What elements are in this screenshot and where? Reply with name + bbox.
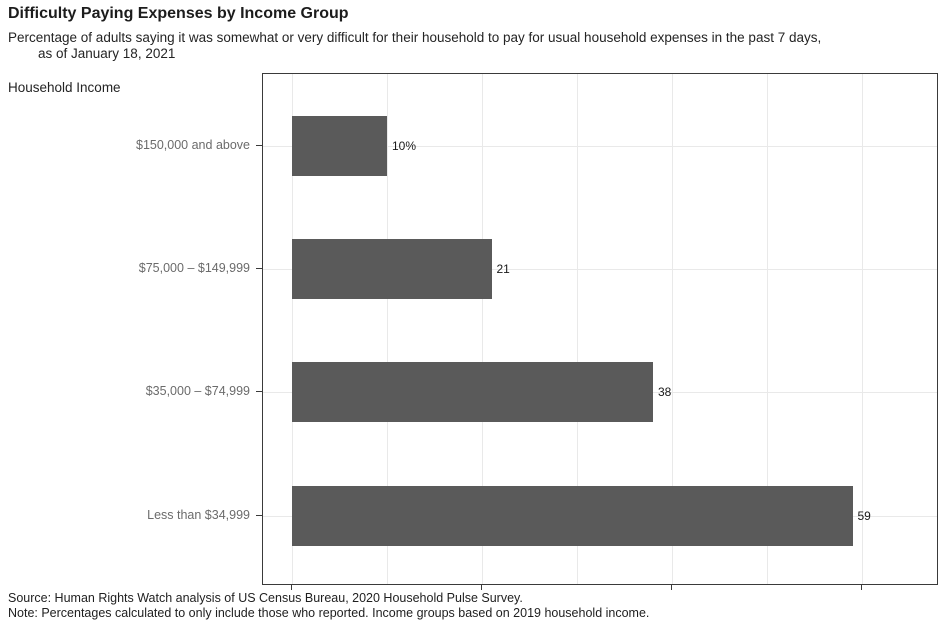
y-gridline [263,145,937,147]
bar-value-label: 59 [857,508,871,523]
category-tick-label: Less than $34,999 [147,507,250,522]
chart-subtitle-line-2: as of January 18, 2021 [38,46,176,61]
x-gridline [862,74,863,584]
bar-value-label: 10% [392,138,417,153]
y-axis-tick [256,514,262,516]
category-tick-label: $150,000 and above [136,137,250,152]
x-gridline [482,74,483,584]
y-axis-tick [256,391,262,392]
category-tick-label: $35,000 – $74,999 [145,384,250,398]
chart-subtitle-line-1: Percentage of adults saying it was somew… [8,30,822,45]
x-axis-tick [861,585,862,590]
x-gridline [577,74,578,584]
source-text: Source: Human Rights Watch analysis of U… [8,591,523,605]
y-axis-title: Household Income [8,80,121,95]
x-axis-tick [671,585,672,590]
chart-title: Difficulty Paying Expenses by Income Gro… [8,5,349,22]
x-gridline [387,74,388,584]
y-axis-tick [256,144,262,146]
bar-value-label: 38 [658,385,672,399]
x-gridline [767,74,768,584]
y-gridline [263,269,937,270]
x-gridline [292,74,293,584]
plot-area: 10% 21 38 59 [262,73,938,585]
bar-value-label: 21 [496,262,510,276]
bar [292,485,853,546]
x-gridline [672,74,673,584]
bar [292,362,653,422]
bar [292,239,492,299]
note-text: Note: Percentages calculated to only inc… [8,606,650,620]
x-axis-tick [291,585,292,590]
bar [292,115,387,176]
category-tick-label: $75,000 – $149,999 [138,261,250,275]
y-axis-tick [256,268,262,269]
x-axis-tick [481,585,482,590]
